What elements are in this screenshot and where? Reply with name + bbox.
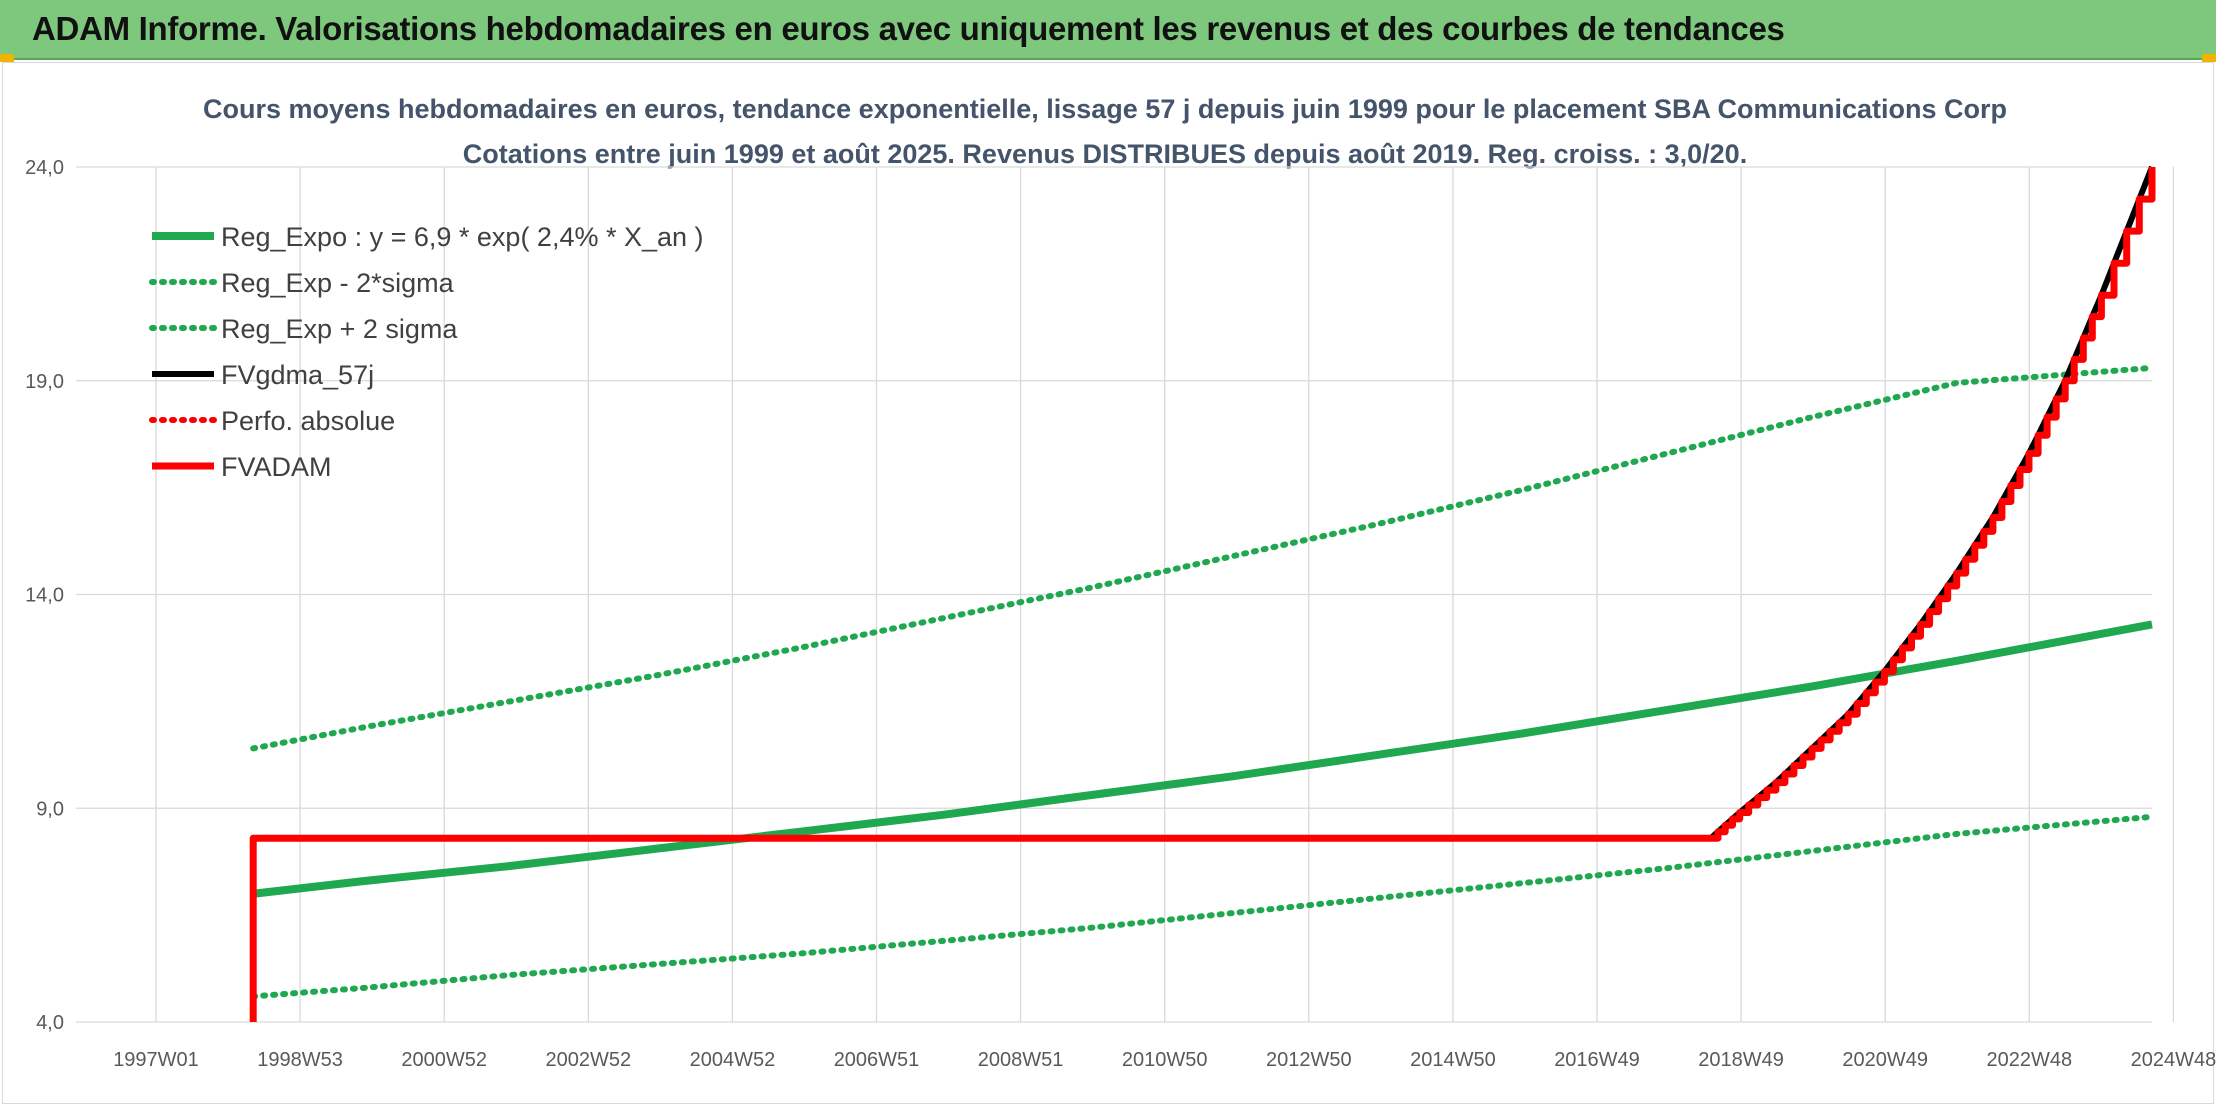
legend-label: FVADAM [221,452,332,482]
x-tick-label: 2002W52 [545,1049,631,1071]
x-tick-label: 2022W48 [1986,1049,2072,1071]
corner-mark-right [2202,54,2216,62]
chart-title: Cours moyens hebdomadaires en euros, ten… [203,94,2007,124]
y-tick-label: 9,0 [36,798,64,820]
x-tick-label: 1998W53 [257,1049,343,1071]
legend-label: Perfo. absolue [221,406,395,436]
x-tick-label: 2012W50 [1266,1049,1352,1071]
y-tick-label: 19,0 [25,371,64,393]
x-tick-label: 2008W51 [978,1049,1064,1071]
x-tick-label: 2010W50 [1122,1049,1208,1071]
x-tick-label: 2016W49 [1554,1049,1640,1071]
grid [76,166,2175,1023]
x-tick-label: 2006W51 [834,1049,920,1071]
legend: Reg_Expo : y = 6,9 * exp( 2,4% * X_an ) R… [149,222,704,482]
series-line-3 [250,364,2155,752]
x-tick-label: 2000W52 [401,1049,487,1071]
report-banner: ADAM Informe. Valorisations hebdomadaire… [0,0,2216,60]
x-tick-label: 2020W49 [1842,1049,1928,1071]
x-tick-label: 1997W01 [113,1049,199,1071]
y-tick-label: 14,0 [25,585,64,607]
chart-frame [2,62,2214,1104]
series-line-1 [252,620,2153,898]
axis-tick-labels: 1997W01 1998W53 2000W52 2002W52 2004W52 2006W… [25,157,2216,1071]
series-line-2 [250,813,2155,1000]
x-tick-label: 2014W50 [1410,1049,1496,1071]
y-tick-label: 4,0 [36,1012,64,1034]
legend-label: FVgdma_57j [221,360,374,390]
chart-subtitle: Cotations entre juin 1999 et août 2025. … [463,139,1747,169]
y-tick-label: 24,0 [25,157,64,179]
legend-label: Reg_Expo : y = 6,9 * exp( 2,4% * X_an ) [221,222,704,252]
series-layer [249,165,2156,1022]
report-title: ADAM Informe. Valorisations hebdomadaire… [32,10,1785,47]
legend-label: Reg_Exp + 2 sigma [221,314,458,344]
series-line-6 [249,167,2156,1022]
corner-mark-left [0,54,14,62]
x-tick-label: 2018W49 [1698,1049,1784,1071]
x-tick-label: 2024W48 [2131,1049,2216,1071]
x-tick-label: 2004W52 [690,1049,776,1071]
legend-label: Reg_Exp - 2*sigma [221,268,455,298]
